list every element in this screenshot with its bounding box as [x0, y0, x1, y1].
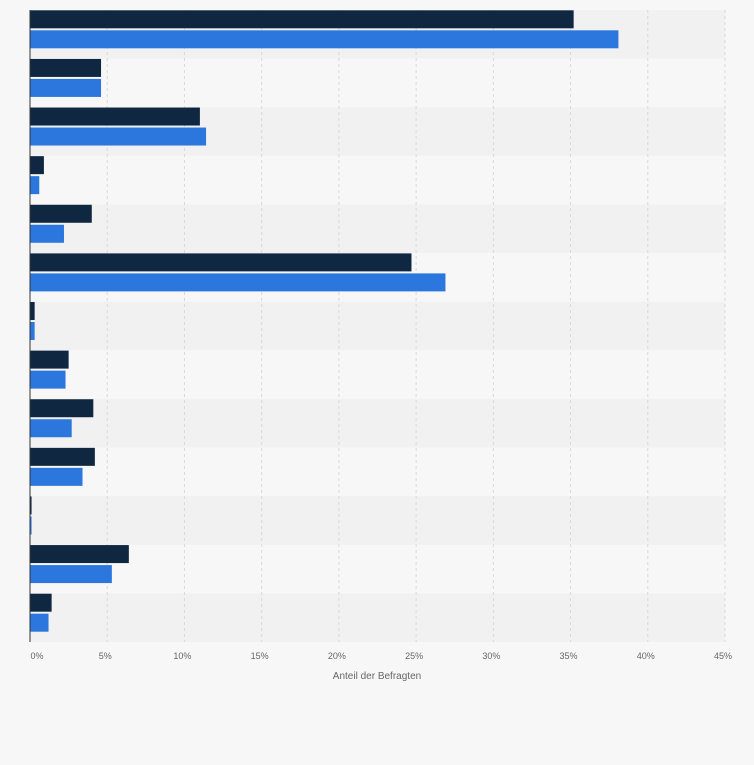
bar-series-1 [30, 496, 32, 515]
bar-series-1 [30, 350, 69, 369]
row-band [30, 301, 725, 351]
bar-series-1 [30, 399, 94, 418]
x-tick-label: 5% [99, 651, 112, 661]
x-tick-label: 0% [30, 651, 43, 661]
bar-series-1 [30, 545, 129, 564]
row-band [30, 593, 725, 642]
row-bands [30, 10, 725, 642]
bar-series-1 [30, 58, 102, 77]
row-band [30, 58, 725, 108]
bar-series-1 [30, 156, 44, 175]
row-band [30, 204, 725, 254]
bar-series-2 [30, 613, 49, 632]
bar-series-2 [30, 516, 32, 535]
x-tick-label: 40% [637, 651, 655, 661]
bar-series-2 [30, 224, 64, 243]
x-tick-label: 25% [405, 651, 423, 661]
bar-series-2 [30, 176, 40, 195]
row-band [30, 496, 725, 545]
row-band [30, 350, 725, 399]
bar-series-2 [30, 467, 83, 486]
x-tick-labels: 0% 5% 10% 15% 20% 25% 30% 35% 40% 45% [30, 651, 732, 661]
bar-series-2 [30, 370, 66, 389]
bar-series-1 [30, 204, 92, 223]
bar-series-2 [30, 127, 207, 146]
x-tick-label: 35% [560, 651, 578, 661]
x-axis-label: Anteil der Befragten [333, 671, 421, 682]
x-tick-label: 20% [328, 651, 346, 661]
bar-series-1 [30, 447, 95, 466]
bar-series-1 [30, 10, 574, 29]
bar-series-1 [30, 253, 412, 272]
bar-series-2 [30, 78, 102, 97]
row-band [30, 544, 725, 594]
bar-series-2 [30, 419, 72, 438]
x-tick-label: 15% [251, 651, 269, 661]
row-band [30, 447, 725, 497]
bar-series-2 [30, 565, 112, 584]
bar-series-2 [30, 273, 446, 292]
row-band [30, 398, 725, 448]
bars [30, 10, 619, 632]
row-band [30, 155, 725, 205]
bar-series-1 [30, 302, 35, 320]
x-tick-label: 30% [482, 651, 500, 661]
bar-series-1 [30, 107, 200, 126]
x-tick-label: 45% [714, 651, 732, 661]
bar-series-2 [30, 322, 35, 340]
x-tick-label: 10% [173, 651, 191, 661]
bar-series-1 [30, 593, 52, 612]
bar-series-2 [30, 30, 619, 49]
